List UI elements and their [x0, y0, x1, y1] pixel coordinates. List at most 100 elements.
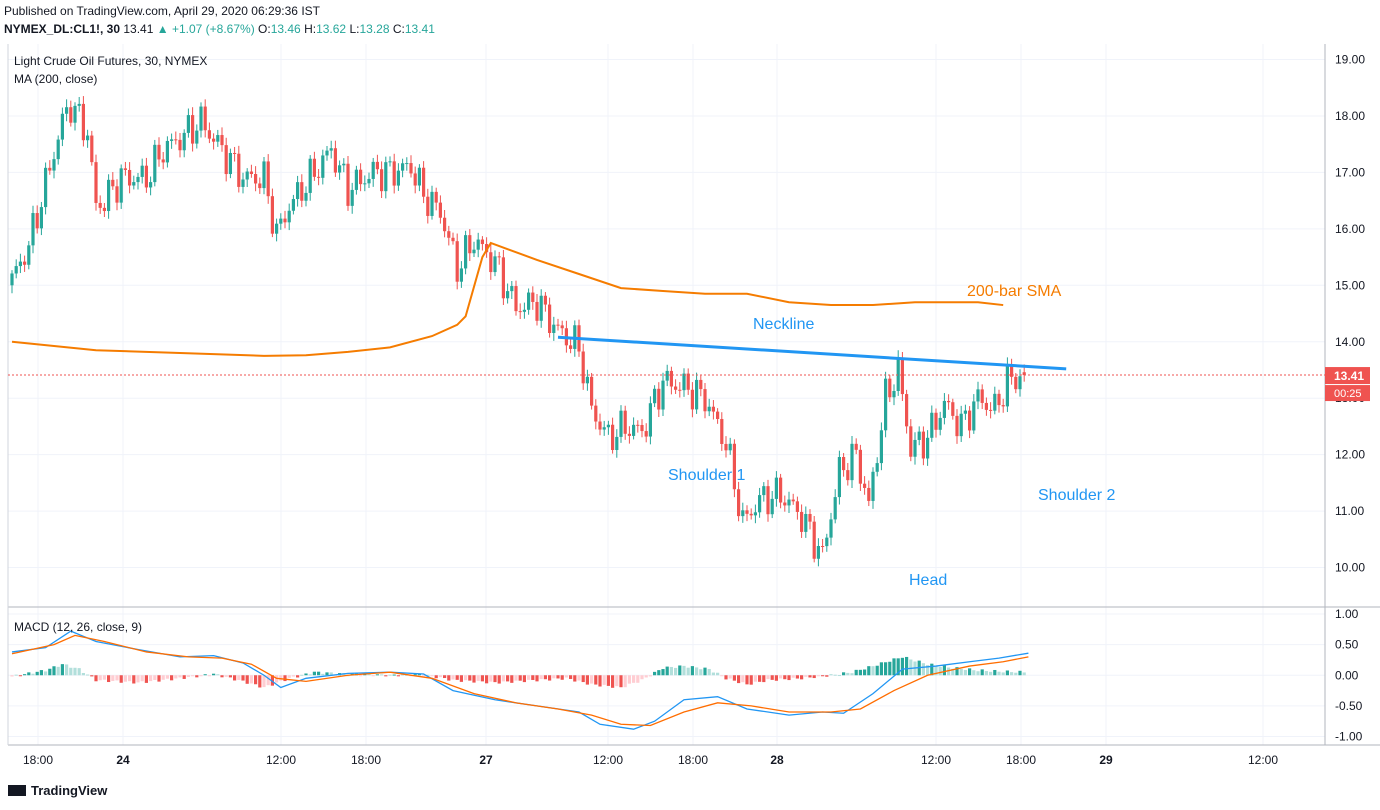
macd-histogram-bar — [577, 675, 581, 681]
candle-down — [921, 431, 925, 459]
macd-histogram-bar — [829, 674, 833, 676]
macd-histogram-bar — [413, 674, 417, 676]
candle-down — [451, 237, 455, 242]
macd-pane-title[interactable]: MACD (12, 26, close, 9) — [14, 620, 143, 634]
candle-down — [98, 202, 102, 208]
macd-histogram-bar — [115, 675, 119, 681]
price-tick-label: 15.00 — [1335, 278, 1365, 292]
macd-histogram-bar — [535, 675, 539, 682]
macd-histogram-bar — [741, 675, 745, 683]
macd-histogram-bar — [60, 664, 64, 676]
macd-histogram-bar — [959, 668, 963, 676]
macd-histogram-bar — [165, 675, 169, 679]
candle-down — [808, 513, 812, 522]
candle-down — [623, 410, 627, 434]
candle-up — [430, 191, 434, 216]
price-tick-label: 16.00 — [1335, 222, 1365, 236]
macd-histogram-bar — [539, 675, 543, 680]
macd-histogram-bar — [476, 675, 480, 681]
candle-up — [73, 105, 77, 123]
macd-histogram-bar — [153, 675, 157, 680]
candle-down — [594, 405, 598, 422]
macd-histogram-bar — [787, 675, 791, 681]
macd-histogram-bar — [627, 675, 631, 684]
candle-down — [867, 487, 871, 501]
candle-down — [678, 389, 682, 391]
macd-histogram-bar — [69, 667, 73, 676]
neckline-line — [557, 335, 1067, 371]
macd-histogram-bar — [329, 672, 333, 676]
candle-up — [682, 373, 686, 391]
macd-histogram-bar — [325, 672, 329, 676]
candle-down — [283, 218, 287, 223]
macd-histogram-bar — [774, 675, 778, 681]
time-tick-label: 18:00 — [1006, 753, 1036, 767]
macd-histogram-bar — [611, 675, 615, 688]
candle-down — [711, 406, 715, 412]
candle-up — [350, 189, 354, 206]
candle-up — [296, 182, 300, 200]
macd-histogram-bar — [543, 675, 547, 680]
macd-histogram-bar — [556, 675, 560, 679]
macd-histogram-bar — [711, 672, 715, 676]
price-tick-label: 10.00 — [1335, 561, 1365, 575]
candle-up — [871, 471, 875, 501]
macd-histogram-bar — [157, 675, 161, 682]
macd-histogram-bar — [417, 674, 421, 676]
macd-histogram-bar — [636, 675, 640, 683]
macd-histogram-bar — [296, 675, 300, 678]
candle-up — [241, 179, 245, 187]
macd-histogram-bar — [753, 675, 757, 682]
candle-down — [115, 186, 119, 203]
bar-countdown-tag — [1325, 385, 1370, 402]
candle-down — [254, 174, 258, 184]
candle-down — [766, 486, 770, 515]
macd-histogram-bar — [237, 675, 241, 680]
candle-down — [191, 115, 195, 144]
macd-histogram-bar — [858, 669, 862, 676]
macd-histogram-bar — [997, 671, 1001, 676]
macd-histogram-bar — [619, 675, 623, 688]
candle-up — [31, 213, 35, 246]
macd-histogram-bar — [56, 666, 60, 676]
candle-up — [14, 266, 18, 274]
macd-histogram-bar — [493, 675, 497, 683]
candle-down — [737, 489, 741, 517]
candle-up — [338, 165, 342, 173]
macd-histogram-bar — [674, 667, 678, 676]
candle-down — [791, 499, 795, 502]
candle-down — [237, 153, 241, 187]
candle-down — [657, 388, 661, 410]
macd-histogram-bar — [90, 675, 94, 677]
axes-layer: 10.0011.0012.0013.0014.0015.0016.0017.00… — [8, 53, 1370, 767]
time-tick-label: 29 — [1099, 753, 1113, 767]
candle-down — [997, 393, 1001, 406]
candle-up — [661, 380, 665, 410]
candle-down — [312, 158, 316, 177]
macd-histogram-bar — [938, 666, 942, 676]
macd-histogram-bar — [186, 675, 190, 677]
price-tick-label: 17.00 — [1335, 165, 1365, 179]
macd-histogram-bar — [581, 675, 585, 683]
macd-histogram-bar — [863, 669, 867, 676]
candle-up — [199, 106, 203, 131]
macd-histogram-bar — [909, 659, 913, 676]
macd-histogram-bar — [10, 675, 14, 677]
macd-tick-label: 1.00 — [1335, 607, 1359, 621]
candle-down — [48, 167, 52, 171]
candle-down — [144, 165, 148, 188]
macd-histogram-bar — [875, 665, 879, 676]
candle-down — [434, 191, 438, 203]
macd-histogram-bar — [233, 675, 237, 681]
candle-up — [619, 410, 623, 437]
macd-histogram-bar — [682, 665, 686, 676]
candle-down — [23, 261, 27, 265]
candle-up — [875, 463, 879, 472]
candle-up — [245, 171, 249, 180]
macd-histogram-bar — [401, 674, 405, 676]
ma-indicator-label[interactable]: MA (200, close) — [14, 72, 98, 86]
tradingview-logo[interactable]: TradingView — [8, 783, 107, 798]
candle-down — [317, 176, 321, 178]
macd-histogram-bar — [1018, 670, 1022, 676]
